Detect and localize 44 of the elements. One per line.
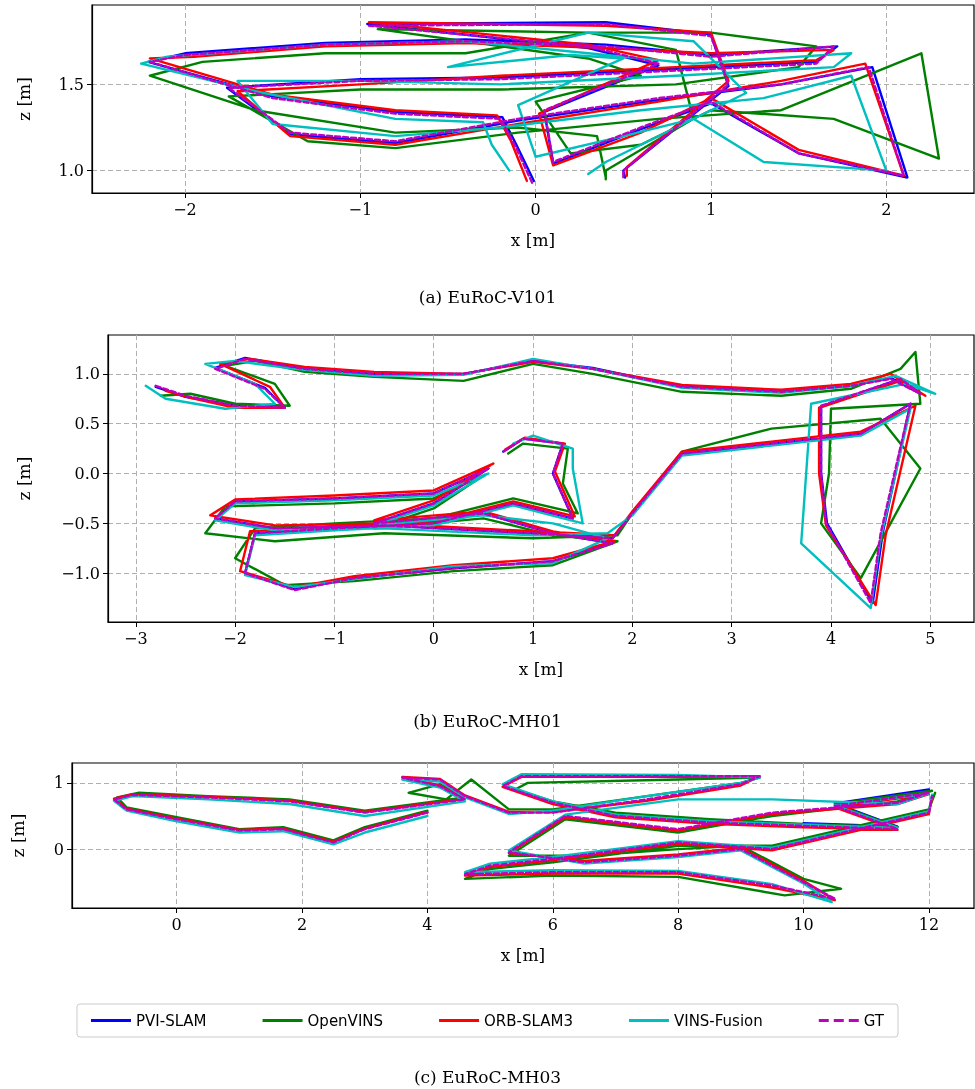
x-tick-label: 4 <box>422 914 433 934</box>
x-axis-title: x [m] <box>518 658 564 679</box>
y-axis-title: z [m] <box>13 456 34 501</box>
x-tick-label: 2 <box>881 199 892 219</box>
legend-label: OpenVINS <box>307 1011 384 1030</box>
y-tick-label: 0.0 <box>74 464 100 484</box>
y-axis-title: z [m] <box>7 813 28 858</box>
x-tick-label: 0 <box>428 628 439 648</box>
x-tick-label: 12 <box>918 914 940 934</box>
x-tick-label: 2 <box>627 628 638 648</box>
x-tick-label: 2 <box>296 914 308 934</box>
x-tick-label: −2 <box>173 199 197 219</box>
x-tick-label: −2 <box>223 628 247 648</box>
x-tick-label: 3 <box>726 628 737 648</box>
legend-label: PVI-SLAM <box>135 1011 207 1030</box>
x-tick-label: 5 <box>925 628 936 648</box>
y-tick-label: 1.0 <box>74 364 100 384</box>
x-tick-label: 0 <box>530 199 541 219</box>
x-tick-label: −3 <box>124 628 148 648</box>
y-tick-label: 1 <box>53 773 64 793</box>
text: (c) EuRoC-MH03 <box>413 1066 562 1087</box>
x-tick-label: 4 <box>825 628 837 648</box>
y-tick-label: −1.0 <box>61 563 100 583</box>
x-tick-label: 1 <box>705 199 717 219</box>
text: (b) EuRoC-MH01 <box>413 710 562 731</box>
legend-label: GT <box>863 1011 885 1030</box>
x-tick-label: 8 <box>673 914 684 934</box>
x-tick-label: −1 <box>322 628 347 648</box>
y-tick-label: 0 <box>53 839 64 859</box>
x-axis-title: x [m] <box>510 229 556 250</box>
x-axis-title: x [m] <box>500 944 546 965</box>
legend-label: ORB-SLAM3 <box>484 1011 573 1030</box>
text: (a) EuRoC-V101 <box>418 286 557 307</box>
legend-label: VINS-Fusion <box>673 1011 763 1030</box>
x-tick-label: −1 <box>348 199 373 219</box>
y-axis-title: z [m] <box>13 77 34 121</box>
y-tick-label: 0.5 <box>74 414 100 434</box>
y-tick-label: 1.5 <box>58 74 84 94</box>
x-tick-label: 10 <box>793 914 814 934</box>
y-tick-label: −0.5 <box>61 513 100 533</box>
y-tick-label: 1.0 <box>58 161 84 181</box>
x-tick-label: 0 <box>171 914 182 934</box>
x-tick-label: 6 <box>547 914 558 934</box>
x-tick-label: 1 <box>527 628 539 648</box>
